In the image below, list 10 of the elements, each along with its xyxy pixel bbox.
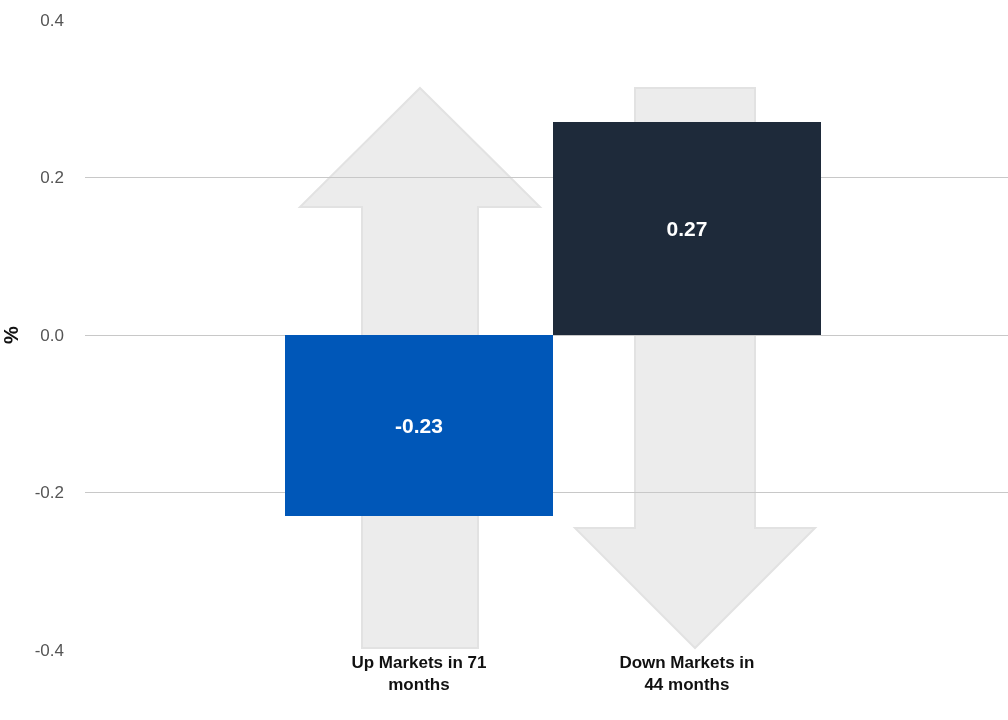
data-label: 0.27 <box>666 217 708 240</box>
x-tick-label: Up Markets in 71 months <box>351 653 487 695</box>
y-tick-label: -0.2 <box>34 483 64 503</box>
x-tick-label: Down Markets in 44 months <box>619 653 755 695</box>
y-tick-label: 0.0 <box>40 325 64 345</box>
y-tick-label: 0.4 <box>40 10 64 30</box>
y-tick-label: -0.4 <box>34 640 64 660</box>
y-axis-title: % <box>0 325 23 344</box>
data-label: -0.23 <box>395 414 443 437</box>
y-tick-label: 0.2 <box>40 168 64 188</box>
